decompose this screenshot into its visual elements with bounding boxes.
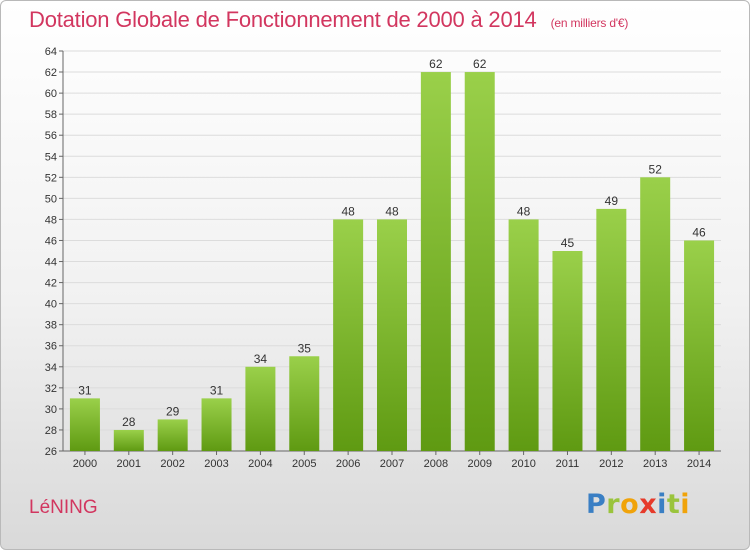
bar-2011 (552, 251, 583, 451)
x-tick-label: 2014 (687, 458, 711, 470)
y-tick-label: 50 (45, 193, 57, 205)
y-tick-label: 56 (45, 130, 57, 142)
y-tick-label: 48 (45, 214, 57, 226)
data-label: 48 (517, 204, 531, 218)
y-tick-label: 36 (45, 341, 57, 353)
x-tick-label: 2002 (160, 458, 184, 470)
data-label: 49 (605, 194, 619, 208)
x-tick-label: 2000 (73, 458, 97, 470)
data-label: 31 (78, 383, 92, 397)
x-tick-label: 2012 (599, 458, 623, 470)
y-tick-label: 60 (45, 88, 57, 100)
data-label: 29 (166, 404, 180, 418)
proxiti-logo: Proxiti (586, 489, 691, 520)
data-label: 48 (385, 204, 399, 218)
bar-2003 (201, 398, 232, 451)
y-tick-label: 58 (45, 109, 57, 121)
x-tick-label: 2013 (643, 458, 667, 470)
bar-2001 (113, 429, 144, 451)
y-tick-label: 62 (45, 67, 57, 79)
y-tick-label: 26 (45, 446, 57, 458)
y-tick-label: 30 (45, 404, 57, 416)
x-tick-label: 2003 (204, 458, 228, 470)
bar-2005 (289, 356, 320, 451)
chart-subtitle: (en milliers d'€) (550, 16, 629, 30)
y-tick-label: 52 (45, 172, 57, 184)
data-label: 28 (122, 415, 136, 429)
bar-2014 (684, 240, 715, 451)
x-tick-label: 2005 (292, 458, 316, 470)
y-tick-label: 54 (45, 151, 57, 163)
commune-name: LéNING (29, 497, 98, 518)
x-tick-label: 2011 (556, 458, 580, 470)
x-tick-label: 2007 (380, 458, 404, 470)
data-label: 34 (254, 352, 268, 366)
y-tick-label: 34 (45, 362, 57, 374)
y-tick-label: 40 (45, 299, 57, 311)
y-tick-label: 28 (45, 425, 57, 437)
bar-2008 (420, 72, 451, 451)
data-label: 31 (210, 383, 224, 397)
bar-2007 (377, 219, 407, 451)
y-tick-label: 46 (45, 235, 57, 247)
data-label: 48 (341, 204, 355, 218)
y-tick-label: 38 (45, 320, 57, 332)
bar-2004 (245, 366, 276, 451)
bar-2012 (596, 208, 627, 451)
data-label: 62 (473, 57, 487, 71)
y-tick-label: 44 (45, 257, 57, 269)
chart-title: Dotation Globale de Fonctionnement de 20… (29, 7, 628, 33)
bar-2013 (640, 177, 671, 451)
y-tick-label: 42 (45, 278, 57, 290)
chart-title-text: Dotation Globale de Fonctionnement de 20… (29, 7, 537, 32)
bar-2006 (333, 219, 364, 451)
x-tick-label: 2009 (467, 458, 491, 470)
data-label: 35 (298, 341, 312, 355)
data-label: 45 (561, 236, 575, 250)
data-label: 62 (429, 57, 443, 71)
y-tick-label: 64 (45, 46, 57, 58)
x-tick-label: 2004 (248, 458, 272, 470)
bar-2009 (464, 72, 495, 451)
data-label: 52 (649, 162, 663, 176)
x-tick-label: 2001 (117, 458, 141, 470)
x-tick-label: 2008 (424, 458, 448, 470)
bar-2010 (508, 219, 539, 451)
bars (69, 72, 715, 451)
y-tick-label: 32 (45, 383, 57, 395)
data-label: 46 (692, 225, 706, 239)
x-tick-label: 2006 (336, 458, 360, 470)
bar-2000 (69, 398, 100, 451)
labels: 26 28 30 32 34 36 38 40 42 44 46 48 50 52 54 56 58 60 62 64… (45, 46, 712, 470)
bar-2002 (157, 419, 188, 451)
x-tick-label: 2010 (511, 458, 535, 470)
